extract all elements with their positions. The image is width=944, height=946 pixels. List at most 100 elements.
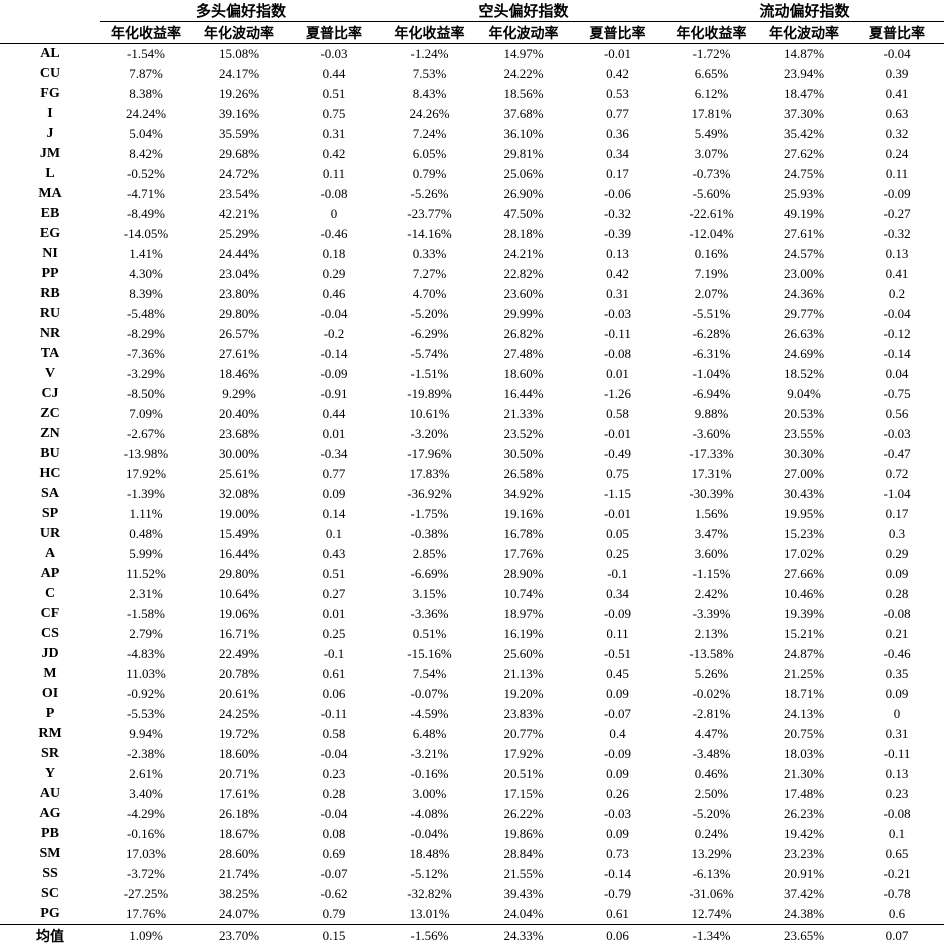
contract-code: OI xyxy=(0,684,100,704)
contract-code: RB xyxy=(0,284,100,304)
value-cell: -0.08 xyxy=(850,804,944,824)
value-cell: -4.08% xyxy=(382,804,477,824)
value-cell: -0.1 xyxy=(570,564,665,584)
value-cell: 4.70% xyxy=(382,284,477,304)
value-cell: 22.49% xyxy=(192,644,286,664)
value-cell: -3.29% xyxy=(100,364,192,384)
value-cell: 24.22% xyxy=(477,64,570,84)
value-cell: 28.60% xyxy=(192,844,286,864)
value-cell: -1.51% xyxy=(382,364,477,384)
value-cell: 18.60% xyxy=(477,364,570,384)
value-cell: 24.07% xyxy=(192,904,286,925)
table-row: MA-4.71%23.54%-0.08-5.26%26.90%-0.06-5.6… xyxy=(0,184,944,204)
value-cell: -14.16% xyxy=(382,224,477,244)
value-cell: -0.04 xyxy=(286,304,382,324)
group-header-long: 多头偏好指数 xyxy=(100,0,382,22)
contract-code: L xyxy=(0,164,100,184)
value-cell: 20.61% xyxy=(192,684,286,704)
value-cell: -6.31% xyxy=(665,344,758,364)
value-cell: 4.30% xyxy=(100,264,192,284)
value-cell: 25.93% xyxy=(758,184,850,204)
contract-code: P xyxy=(0,704,100,724)
value-cell: 0.34 xyxy=(570,584,665,604)
contract-code: Y xyxy=(0,764,100,784)
value-cell: 0.31 xyxy=(850,724,944,744)
value-cell: 6.12% xyxy=(665,84,758,104)
value-cell: -5.48% xyxy=(100,304,192,324)
value-cell: 0.01 xyxy=(570,364,665,384)
value-cell: 0.46 xyxy=(286,284,382,304)
value-cell: 18.56% xyxy=(477,84,570,104)
value-cell: 28.90% xyxy=(477,564,570,584)
value-cell: 5.49% xyxy=(665,124,758,144)
value-cell: -0.21 xyxy=(850,864,944,884)
value-cell: 0.24% xyxy=(665,824,758,844)
value-cell: 0.31 xyxy=(570,284,665,304)
table-row: CF-1.58%19.06%0.01-3.36%18.97%-0.09-3.39… xyxy=(0,604,944,624)
value-cell: 26.57% xyxy=(192,324,286,344)
value-cell: 24.21% xyxy=(477,244,570,264)
metric-header-sharpe: 夏普比率 xyxy=(850,22,944,44)
value-cell: 24.44% xyxy=(192,244,286,264)
value-cell: -22.61% xyxy=(665,204,758,224)
value-cell: 34.92% xyxy=(477,484,570,504)
value-cell: -13.98% xyxy=(100,444,192,464)
value-cell: -0.09 xyxy=(570,604,665,624)
value-cell: 17.02% xyxy=(758,544,850,564)
contract-code: AL xyxy=(0,44,100,65)
table-row: JD-4.83%22.49%-0.1-15.16%25.60%-0.51-13.… xyxy=(0,644,944,664)
value-cell: 18.97% xyxy=(477,604,570,624)
value-cell: -5.60% xyxy=(665,184,758,204)
value-cell: 0.42 xyxy=(570,264,665,284)
value-cell: 0.01 xyxy=(286,424,382,444)
value-cell: 0.27 xyxy=(286,584,382,604)
value-cell: -0.62 xyxy=(286,884,382,904)
value-cell: 19.95% xyxy=(758,504,850,524)
value-cell: 0.75 xyxy=(286,104,382,124)
contract-code: FG xyxy=(0,84,100,104)
value-cell: -4.29% xyxy=(100,804,192,824)
value-cell: 26.58% xyxy=(477,464,570,484)
value-cell: 14.87% xyxy=(758,44,850,65)
value-cell: 0.33% xyxy=(382,244,477,264)
value-cell: 20.40% xyxy=(192,404,286,424)
value-cell: 11.52% xyxy=(100,564,192,584)
contract-code: SM xyxy=(0,844,100,864)
value-cell: -8.29% xyxy=(100,324,192,344)
contract-code: HC xyxy=(0,464,100,484)
value-cell: 23.83% xyxy=(477,704,570,724)
value-cell: 9.29% xyxy=(192,384,286,404)
value-cell: 27.66% xyxy=(758,564,850,584)
value-cell: 6.05% xyxy=(382,144,477,164)
value-cell: 19.20% xyxy=(477,684,570,704)
contract-code: NR xyxy=(0,324,100,344)
contract-code: AG xyxy=(0,804,100,824)
value-cell: 6.65% xyxy=(665,64,758,84)
contract-code: AU xyxy=(0,784,100,804)
value-cell: 0.48% xyxy=(100,524,192,544)
value-cell: 0.51% xyxy=(382,624,477,644)
value-cell: 21.13% xyxy=(477,664,570,684)
value-cell: -0.01 xyxy=(570,44,665,65)
value-cell: -0.07 xyxy=(570,704,665,724)
contract-code: JD xyxy=(0,644,100,664)
value-cell: 19.06% xyxy=(192,604,286,624)
value-cell: 18.47% xyxy=(758,84,850,104)
metric-header-volatility: 年化波动率 xyxy=(192,22,286,44)
value-cell: -4.83% xyxy=(100,644,192,664)
value-cell: -3.39% xyxy=(665,604,758,624)
value-cell: 27.61% xyxy=(192,344,286,364)
value-cell: -0.14 xyxy=(286,344,382,364)
value-cell: 25.61% xyxy=(192,464,286,484)
contract-code: ZC xyxy=(0,404,100,424)
contract-code: TA xyxy=(0,344,100,364)
value-cell: 8.38% xyxy=(100,84,192,104)
value-cell: 21.33% xyxy=(477,404,570,424)
value-cell: -15.16% xyxy=(382,644,477,664)
value-cell: -4.71% xyxy=(100,184,192,204)
value-cell: 24.13% xyxy=(758,704,850,724)
value-cell: 2.79% xyxy=(100,624,192,644)
value-cell: 7.24% xyxy=(382,124,477,144)
